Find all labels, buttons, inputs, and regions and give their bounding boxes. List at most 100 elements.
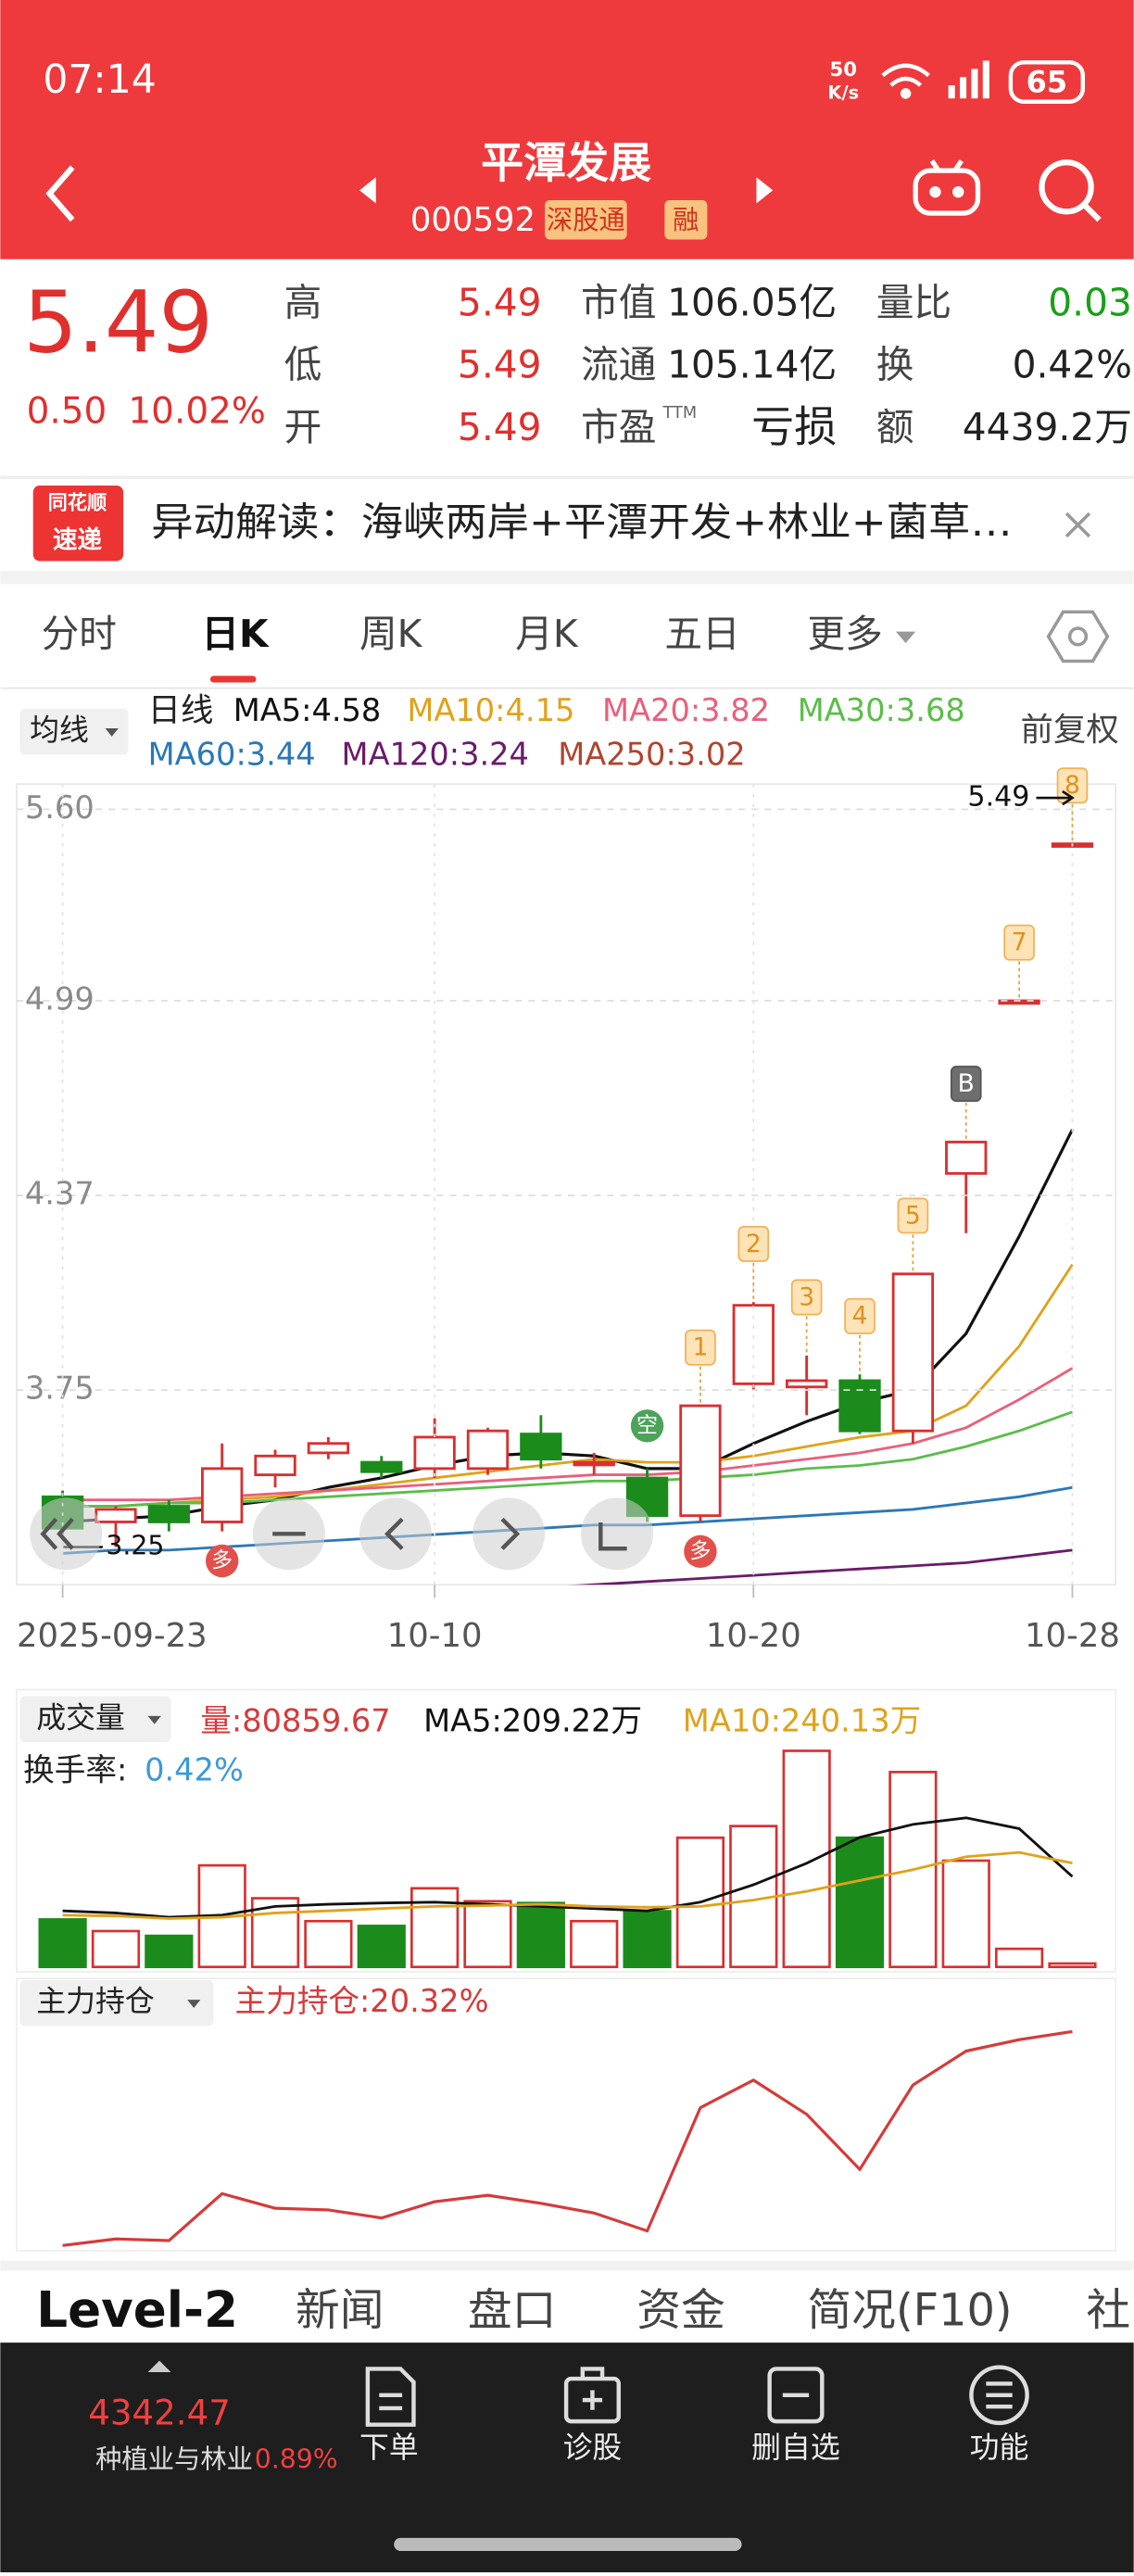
signal-label: 3 xyxy=(799,1282,814,1311)
stat-value: 105.14亿 xyxy=(667,343,837,387)
stat-label: 低 xyxy=(284,343,322,387)
ma-selector[interactable] xyxy=(19,708,129,755)
y-tick-label: 4.37 xyxy=(25,1176,94,1212)
more-caret xyxy=(895,631,916,643)
stat-value: 0.03 xyxy=(1048,280,1132,324)
volume-bar xyxy=(1048,1962,1097,1969)
legend-entry: MA120:3.24 xyxy=(342,737,529,773)
index-arrow xyxy=(147,2360,171,2373)
chart-tab[interactable]: 周K xyxy=(359,612,423,656)
candle-body xyxy=(520,1433,562,1461)
nav-button[interactable]: 诊股 xyxy=(563,2430,623,2465)
stat-label: 流通 xyxy=(581,343,656,387)
wifi-icon xyxy=(881,63,930,99)
signal-label: 多 xyxy=(211,1548,233,1572)
chart-settings[interactable] xyxy=(1046,610,1110,663)
sector-pct: 0.89% xyxy=(255,2444,338,2475)
divider xyxy=(0,571,1134,585)
signal-label: B xyxy=(958,1069,975,1098)
volume-bar xyxy=(994,1947,1044,1969)
plot-frame xyxy=(16,783,1117,1586)
stock-tag: 深股通 xyxy=(547,205,625,235)
candle-body xyxy=(466,1429,510,1471)
index-value: 4342.47 xyxy=(88,2393,231,2433)
candle-body xyxy=(360,1460,403,1473)
stat-label: 换 xyxy=(876,343,914,387)
signal-badge xyxy=(790,1279,823,1316)
holding-value: 主力持仓:20.32% xyxy=(234,1983,488,2019)
nav-icons xyxy=(365,2365,1029,2427)
stat-label: 高 xyxy=(284,280,322,324)
chart-control[interactable] xyxy=(30,1497,103,1571)
stat-value: 4439.2万 xyxy=(963,405,1132,449)
candle-body xyxy=(785,1379,828,1389)
legend-entry: MA60:3.44 xyxy=(148,737,316,773)
stat-label: 开 xyxy=(284,405,322,449)
stat-value: 5.49 xyxy=(458,343,542,387)
legend-entry: MA10:4.15 xyxy=(407,692,574,728)
info-tab[interactable]: 简况(F10) xyxy=(807,2285,1012,2336)
info-tab[interactable]: Level-2 xyxy=(36,2281,238,2339)
x-tick-label: 10-20 xyxy=(706,1617,801,1655)
net-speed: 50 xyxy=(830,58,858,82)
volume-selector[interactable] xyxy=(19,1696,171,1743)
info-tab[interactable]: 社 xyxy=(1086,2285,1130,2336)
next-stock[interactable] xyxy=(756,177,774,204)
volume-bar xyxy=(570,1919,619,1969)
candle-body xyxy=(573,1460,615,1467)
robot-button[interactable] xyxy=(913,159,981,216)
chart-control[interactable] xyxy=(581,1497,653,1571)
stock-name: 平潭发展 xyxy=(481,137,651,187)
volume-bar xyxy=(941,1859,990,1969)
sector-name: 种植业与林业 xyxy=(95,2444,253,2475)
candle-body xyxy=(201,1467,244,1523)
prev-stock[interactable] xyxy=(359,177,376,204)
chart-tab[interactable]: 更多 xyxy=(807,612,882,656)
chart-control-icon xyxy=(40,1517,74,1550)
y-tick-label: 3.75 xyxy=(25,1370,94,1407)
signal-badge xyxy=(897,1197,929,1234)
adjust-label: 前复权 xyxy=(1021,712,1119,750)
candle-body xyxy=(679,1404,722,1518)
volume-bar xyxy=(835,1836,885,1969)
holding-line xyxy=(62,2029,1073,2247)
signal-label: 5 xyxy=(905,1201,921,1230)
back-button[interactable] xyxy=(45,165,75,222)
period-label: 日线 xyxy=(148,691,214,729)
search-button[interactable] xyxy=(1039,159,1102,222)
stock-tag-bg xyxy=(664,199,708,240)
stat-label: 额 xyxy=(876,405,914,449)
legend-entry: MA5:209.22万 xyxy=(423,1702,642,1738)
info-tab[interactable]: 新闻 xyxy=(296,2285,384,2336)
x-tick-label: 2025-09-23 xyxy=(17,1617,208,1655)
chart-control[interactable] xyxy=(472,1497,546,1571)
high-arrow xyxy=(1036,789,1075,806)
volume-bar xyxy=(623,1910,672,1969)
info-tab[interactable]: 盘口 xyxy=(468,2285,557,2336)
chart-tab[interactable]: 月K xyxy=(515,612,579,656)
nav-button[interactable]: 功能 xyxy=(970,2430,1029,2465)
x-tick-label: 10-28 xyxy=(1025,1617,1120,1655)
chart-control[interactable] xyxy=(359,1497,432,1571)
legend-entry: MA10:240.13万 xyxy=(683,1702,921,1738)
nav-button[interactable]: 删自选 xyxy=(751,2430,840,2465)
holding-selector[interactable] xyxy=(19,1979,214,2027)
signal-label: 7 xyxy=(1012,928,1027,957)
info-tab[interactable]: 资金 xyxy=(636,2285,725,2336)
high-mark: 5.49 xyxy=(967,781,1029,814)
legend-entry: MA5:4.58 xyxy=(233,692,382,728)
signal-label: 多 xyxy=(689,1539,711,1563)
nav-button[interactable]: 下单 xyxy=(359,2430,419,2465)
signal-badge xyxy=(205,1544,239,1578)
divider xyxy=(0,2260,1134,2271)
volume-bar xyxy=(357,1925,406,1969)
chart-tab[interactable]: 日K xyxy=(201,612,270,656)
chart-control-icon xyxy=(598,1522,627,1551)
news-badge-bottom: 速递 xyxy=(53,526,103,555)
signal-badge xyxy=(950,1066,982,1103)
chart-tab[interactable]: 五日 xyxy=(664,612,739,656)
close-news[interactable] xyxy=(1065,511,1091,538)
chart-tab[interactable]: 分时 xyxy=(42,612,117,656)
